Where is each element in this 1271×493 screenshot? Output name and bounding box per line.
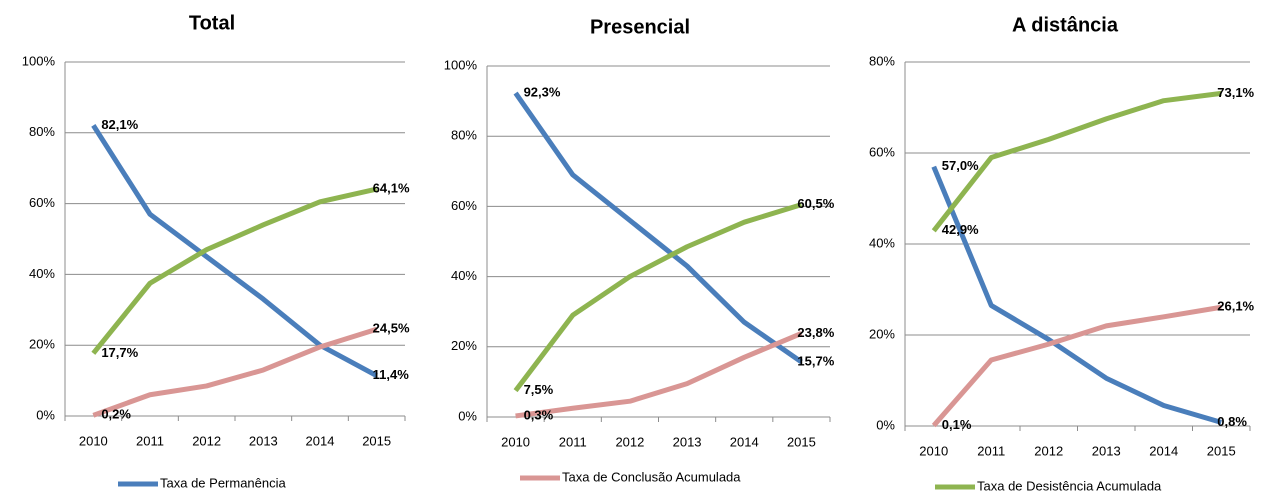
legend-label: Taxa de Permanência [160, 475, 287, 490]
series-line [91, 124, 378, 378]
series-line [513, 202, 803, 393]
data-label: 42,9% [942, 222, 979, 237]
y-tick-label: 40% [451, 268, 477, 283]
y-tick-label: 0% [458, 408, 477, 423]
y-tick-label: 20% [869, 326, 895, 341]
series-line [515, 331, 803, 419]
y-tick-label: 40% [869, 235, 895, 250]
y-tick-label: 0% [876, 417, 895, 432]
data-label: 73,1% [1217, 85, 1254, 100]
x-tick-label: 2015 [787, 434, 816, 449]
data-label: 26,1% [1217, 299, 1254, 314]
x-tick-label: 2011 [559, 434, 587, 449]
x-tick-label: 2010 [79, 433, 108, 448]
data-label: 92,3% [524, 84, 561, 99]
y-tick-label: 100% [444, 57, 478, 72]
y-tick-label: 80% [29, 124, 55, 139]
y-tick-label: 80% [869, 53, 895, 68]
data-label: 0,1% [942, 417, 972, 432]
y-tick-label: 80% [451, 128, 477, 143]
x-tick-label: 2013 [1092, 443, 1121, 458]
x-tick-label: 2012 [615, 434, 644, 449]
data-label: 0,8% [1217, 414, 1247, 429]
x-tick-label: 2013 [673, 434, 702, 449]
chart-title: A distância [1012, 14, 1119, 36]
y-tick-label: 40% [29, 266, 55, 281]
y-tick-label: 100% [22, 53, 56, 68]
legend-label: Taxa de Desistência Acumulada [977, 478, 1162, 493]
data-label: 15,7% [797, 353, 834, 368]
data-label: 17,7% [101, 345, 138, 360]
x-tick-label: 2014 [1149, 443, 1178, 458]
x-tick-label: 2015 [1207, 443, 1236, 458]
x-tick-label: 2011 [136, 433, 164, 448]
series-line [931, 90, 1222, 233]
x-tick-label: 2013 [249, 433, 278, 448]
series-line [931, 304, 1222, 428]
data-label: 82,1% [101, 117, 138, 132]
y-tick-label: 20% [451, 338, 477, 353]
data-label: 0,3% [524, 407, 554, 422]
data-label: 0,2% [101, 407, 131, 422]
data-label: 24,5% [373, 321, 410, 336]
y-tick-label: 20% [29, 337, 55, 352]
data-label: 57,0% [942, 158, 979, 173]
x-tick-label: 2012 [192, 433, 221, 448]
data-label: 60,5% [797, 196, 834, 211]
y-tick-label: 60% [869, 144, 895, 159]
data-label: 64,1% [373, 181, 410, 196]
series-line [91, 186, 378, 355]
data-label: 7,5% [524, 382, 554, 397]
data-label: 23,8% [797, 325, 834, 340]
x-tick-label: 2014 [306, 433, 335, 448]
series-line [931, 165, 1222, 425]
x-tick-label: 2010 [919, 443, 948, 458]
x-tick-label: 2010 [501, 434, 530, 449]
x-tick-label: 2014 [730, 434, 759, 449]
legend-label: Taxa de Conclusão Acumulada [562, 469, 741, 484]
series-line [513, 91, 803, 364]
chart-title: Presencial [590, 16, 690, 38]
chart-title: Total [189, 12, 235, 34]
series-line [92, 326, 378, 418]
y-tick-label: 0% [36, 407, 55, 422]
data-label: 11,4% [373, 367, 410, 382]
x-tick-label: 2011 [977, 443, 1005, 458]
x-tick-label: 2012 [1034, 443, 1063, 458]
y-tick-label: 60% [451, 198, 477, 213]
x-tick-label: 2015 [362, 433, 391, 448]
y-tick-label: 60% [29, 195, 55, 210]
